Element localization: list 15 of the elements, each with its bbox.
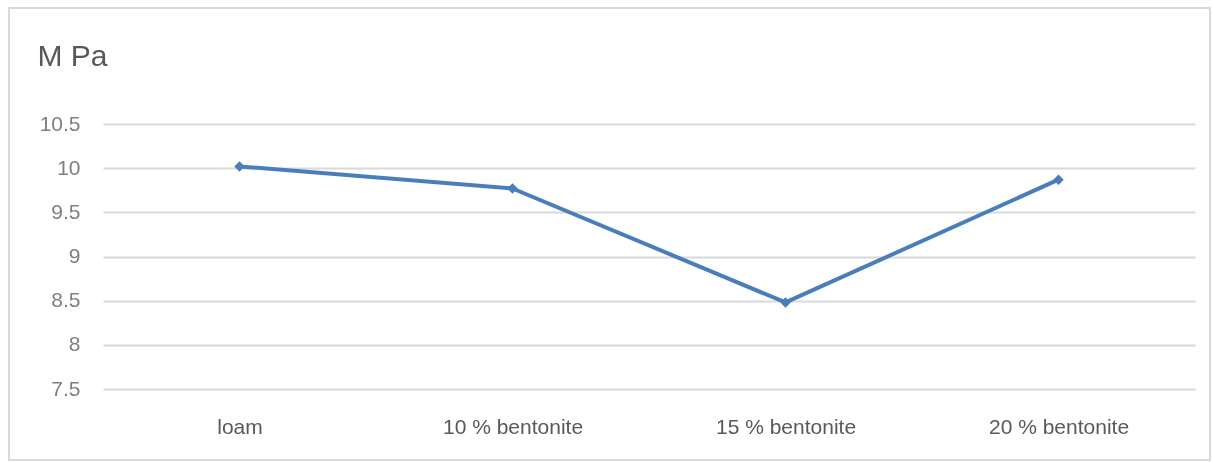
point <box>1053 174 1064 185</box>
y-tick-label: 10.5 <box>39 111 81 135</box>
y-tick-label: 10 <box>57 155 81 179</box>
y-axis-title: M Pa <box>37 38 108 72</box>
y-tick-label: 8 <box>68 332 81 356</box>
x-tick-label: 15 % bentonite <box>715 414 857 438</box>
y-tick-label: 8.5 <box>51 288 81 312</box>
point <box>780 297 791 308</box>
x-tick-label: 20 % bentonite <box>988 414 1130 438</box>
point <box>507 183 518 194</box>
y-tick-label: 7.5 <box>51 376 81 400</box>
y-tick-label: 9.5 <box>51 199 81 223</box>
x-tick-label: loam <box>217 414 263 438</box>
y-tick-label: 9 <box>68 244 81 267</box>
x-tick-label: 10 % bentonite <box>442 414 584 438</box>
